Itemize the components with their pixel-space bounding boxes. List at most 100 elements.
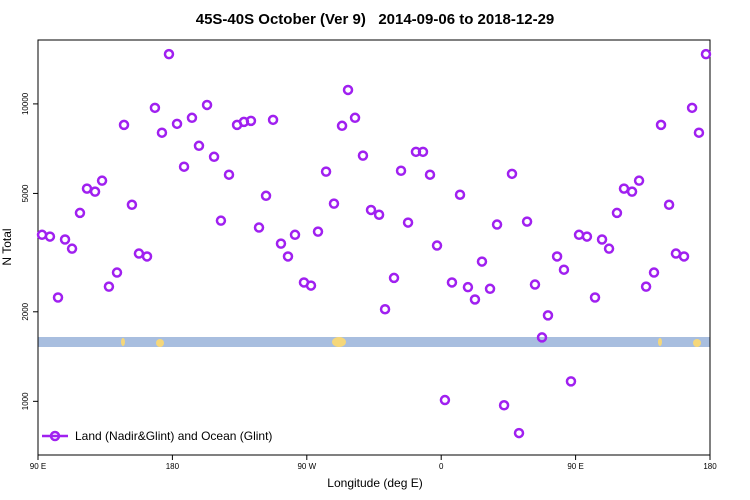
data-point [373,209,385,220]
data-point [596,234,608,245]
data-point [282,251,294,262]
data-point [89,186,101,197]
data-point [439,394,451,406]
data-point [163,48,175,60]
data-point [81,183,93,194]
data-point [342,84,354,96]
x-tick-label: 90 W [297,462,316,471]
data-point [59,234,71,245]
data-point [700,48,712,60]
data-point [336,120,348,132]
data-point [193,140,205,152]
data-point [66,243,78,254]
data-point [581,231,593,242]
data-point [312,226,324,237]
data-point [498,400,510,411]
y-tick-label: 2000 [21,302,30,320]
data-point [201,99,213,111]
data-point [365,204,377,216]
y-tick-label: 5000 [21,184,30,202]
data-point [476,256,488,267]
data-point [521,216,533,227]
data-point [223,169,235,180]
data-point [275,238,287,249]
data-point [626,186,638,197]
data-point [126,199,138,211]
data-point [156,127,168,138]
chart-title: 45S-40S October (Ver 9) 2014-09-06 to 20… [196,11,555,28]
data-point [245,115,257,127]
data-point [267,114,279,126]
data-point [379,303,391,315]
data-point [529,279,541,290]
data-point [469,294,481,305]
data-point [611,207,623,219]
data-point [357,150,369,161]
data-point [103,281,115,292]
legend: Land (Nadir&Glint) and Ocean (Glint) [42,429,272,443]
data-point [424,169,436,180]
data-point [320,166,332,177]
data-point [133,248,145,259]
data-point [305,280,317,291]
data-point [215,215,227,226]
data-point [603,243,615,254]
data-point [417,146,429,158]
data-point [542,310,554,321]
data-point [328,198,340,209]
data-point [670,248,682,259]
data-point [52,292,64,303]
data-point [186,112,198,124]
data-point [693,127,705,138]
legend-label: Land (Nadir&Glint) and Ocean (Glint) [75,429,272,443]
y-tick-label: 10000 [21,92,30,115]
data-point [558,264,570,275]
legend-marker [49,430,61,442]
x-tick-label: 90 E [567,462,583,471]
data-point [395,165,407,176]
data-point [431,240,443,251]
data-point [551,251,563,262]
data-point [111,267,123,278]
data-point [640,281,652,292]
data-point [618,183,630,194]
data-point [74,207,86,219]
data-point [402,217,414,228]
y-tick-label: 1000 [21,392,30,410]
data-point [513,427,525,439]
y-axis-label: N Total [0,228,14,265]
data-point [686,102,698,114]
data-point [589,292,601,303]
data-point [663,199,675,211]
data-point [388,272,400,284]
x-tick-label: 180 [166,462,180,471]
land-strip [38,337,710,347]
x-tick-label: 90 E [30,462,46,471]
plot-frame [37,39,711,456]
data-point [484,283,496,295]
data-point [171,118,183,130]
data-point [208,151,220,163]
x-tick-label: 0 [439,462,444,471]
data-point [491,219,503,230]
data-point [462,281,474,293]
data-point [678,251,690,262]
data-point [44,231,56,242]
data-point [536,332,548,343]
data-point [648,267,660,278]
x-tick-label: 180 [703,462,717,471]
data-point [565,376,577,387]
data-point [454,189,466,200]
data-point [141,251,153,262]
data-point [289,229,301,241]
data-point [633,175,645,186]
data-point [118,119,130,131]
data-point [96,175,108,186]
data-point [349,112,361,124]
data-point [149,102,161,114]
data-point [506,168,518,180]
data-point [655,119,667,131]
data-point [446,277,458,288]
data-point [260,190,272,202]
